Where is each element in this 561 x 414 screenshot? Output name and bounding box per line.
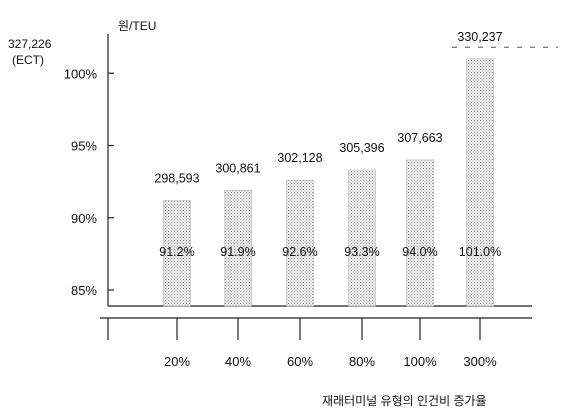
x-tick-label: 100% — [403, 354, 437, 369]
bar — [466, 58, 494, 307]
x-tick-label: 60% — [287, 354, 313, 369]
bar-value-label: 305,396 — [339, 141, 384, 155]
bar-value-label: 300,861 — [215, 161, 260, 175]
baseline-source-label: (ECT) — [12, 53, 44, 67]
bar — [348, 169, 376, 307]
x-tick-label: 40% — [225, 354, 251, 369]
bar-percent-label: 94.0% — [402, 245, 437, 259]
bar-value-label: 330,237 — [457, 30, 502, 44]
bar-value-label: 298,593 — [154, 171, 199, 185]
x-tick-label: 80% — [349, 354, 375, 369]
bar-percent-label: 91.9% — [220, 245, 255, 259]
bar-value-label: 302,128 — [277, 151, 322, 165]
y-tick-label: 100% — [64, 66, 98, 81]
bar-percent-label: 93.3% — [344, 245, 379, 259]
bar-percent-label: 92.6% — [282, 245, 317, 259]
bar — [163, 200, 191, 307]
bar — [286, 179, 314, 307]
y-tick-label: 85% — [71, 283, 97, 298]
bar — [406, 159, 434, 307]
baseline-value-label: 327,226 — [8, 37, 52, 51]
y-axis-unit-label: 원/TEU — [118, 19, 156, 33]
bar-percent-label: 91.2% — [159, 245, 194, 259]
y-tick-label: 90% — [71, 211, 97, 226]
bar-percent-label: 101.0% — [459, 245, 501, 259]
x-tick-label: 20% — [164, 354, 190, 369]
x-axis-title: 재래터미널 유형의 인건비 증가율 — [322, 394, 487, 408]
bar — [224, 189, 252, 307]
y-tick-label: 95% — [71, 139, 97, 154]
x-tick-label: 300% — [463, 354, 497, 369]
bar-value-label: 307,663 — [397, 131, 442, 145]
